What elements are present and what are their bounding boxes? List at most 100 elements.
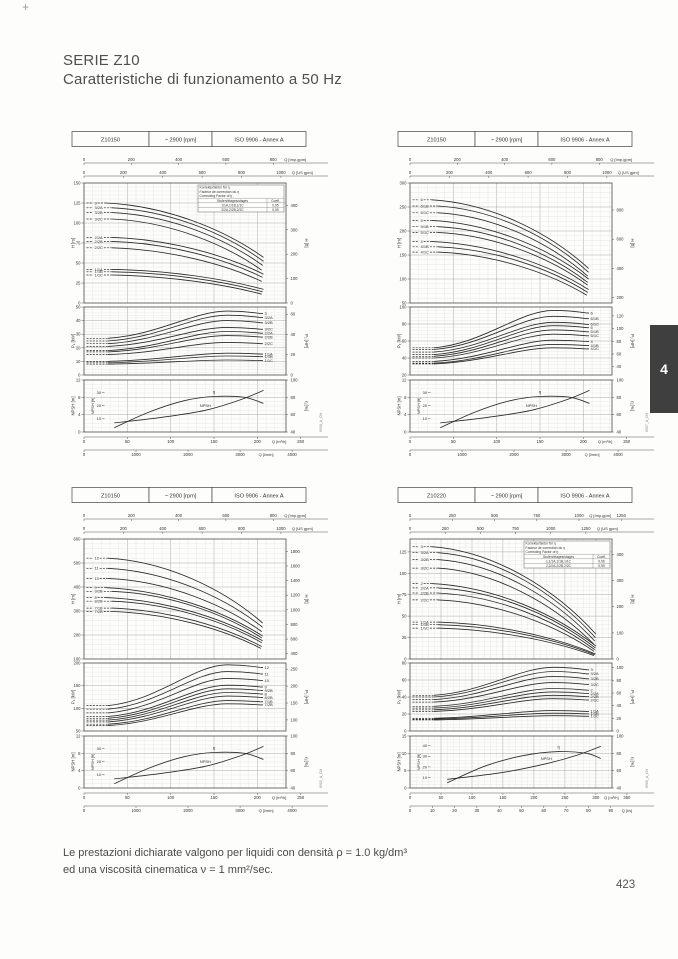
svg-text:Q [l/min]: Q [l/min] xyxy=(585,452,600,457)
svg-text:30: 30 xyxy=(97,390,102,395)
svg-text:60: 60 xyxy=(617,412,622,417)
svg-text:1000: 1000 xyxy=(546,526,556,531)
svg-text:0: 0 xyxy=(409,157,412,162)
svg-text:1/1B: 1/1B xyxy=(591,711,600,716)
svg-text:η [%]: η [%] xyxy=(630,757,635,767)
registration-mark: + xyxy=(22,0,30,14)
svg-text:Coeff.: Coeff. xyxy=(597,555,606,559)
svg-text:Z10150: Z10150 xyxy=(101,137,120,143)
svg-text:Stufen/étages/stages: Stufen/étages/stages xyxy=(543,555,574,559)
svg-text:4: 4 xyxy=(421,239,424,244)
svg-text:600: 600 xyxy=(222,513,230,518)
svg-text:Z10220: Z10220 xyxy=(427,493,446,499)
svg-text:1/1A: 1/1A xyxy=(591,709,600,714)
svg-text:1250: 1250 xyxy=(617,513,627,518)
svg-text:40: 40 xyxy=(76,318,81,323)
svg-text:800: 800 xyxy=(238,170,246,175)
chart-panel-bottom-left: Z10150 ~ 2900 [rpm] ISO 9906 - Annex A 0 200… xyxy=(70,487,350,827)
svg-text:2: 2 xyxy=(421,581,424,586)
svg-text:9: 9 xyxy=(95,585,98,590)
svg-text:0: 0 xyxy=(78,786,81,791)
svg-text:P₂ [kW]: P₂ [kW] xyxy=(397,334,402,348)
svg-text:Q [m³/h]: Q [m³/h] xyxy=(272,439,286,444)
svg-text:600: 600 xyxy=(525,170,533,175)
svg-text:200: 200 xyxy=(580,439,588,444)
drawing-code: 6908_A_CH xyxy=(319,412,323,432)
svg-text:0: 0 xyxy=(83,439,86,444)
svg-text:200: 200 xyxy=(128,513,136,518)
svg-text:600: 600 xyxy=(199,526,207,531)
panel-header: Z10150 ~ 2900 [rpm] ISO 9906 - Annex A xyxy=(71,131,307,147)
svg-text:4: 4 xyxy=(404,412,407,417)
svg-text:3: 3 xyxy=(591,667,594,672)
svg-text:120: 120 xyxy=(617,313,625,318)
svg-text:0: 0 xyxy=(83,157,86,162)
svg-text:1/1A,1/1B,1/1C: 1/1A,1/1B,1/1C xyxy=(221,203,244,207)
panel-header: Z10220 ~ 2900 [rpm] ISO 9906 - Annex A xyxy=(397,487,633,503)
svg-text:1/1A: 1/1A xyxy=(421,620,430,625)
svg-text:200: 200 xyxy=(120,526,128,531)
svg-text:250: 250 xyxy=(400,205,408,210)
svg-text:400: 400 xyxy=(291,203,299,208)
svg-text:100: 100 xyxy=(167,795,175,800)
svg-text:2/2C: 2/2C xyxy=(591,697,600,702)
svg-text:2/2A,2/2B,2/2C: 2/2A,2/2B,2/2C xyxy=(221,208,244,212)
power-chart: 0 20 40 60 80 P₂ [kW] 0 20 40 60 80 100 P₂ [HP] 33/2A… xyxy=(397,661,636,734)
svg-text:60: 60 xyxy=(291,412,296,417)
svg-text:1,1/1A,1/1B,1/1C: 1,1/1A,1/1B,1/1C xyxy=(546,559,572,563)
svg-text:400: 400 xyxy=(501,157,509,162)
svg-text:10: 10 xyxy=(430,808,435,813)
drawing-code: 6906_A_CH xyxy=(645,768,649,788)
svg-text:Correcting Factor of η: Correcting Factor of η xyxy=(200,194,233,198)
svg-text:60: 60 xyxy=(402,678,407,683)
flow-axis-top: 0 200 400 600 800 Q [Imp.gpm] 0 200 400 600 800 100… xyxy=(83,157,328,178)
svg-text:3: 3 xyxy=(95,200,98,205)
svg-text:800: 800 xyxy=(270,513,278,518)
svg-text:7/1B: 7/1B xyxy=(265,699,274,704)
svg-text:20: 20 xyxy=(76,345,81,350)
svg-text:NPSH: NPSH xyxy=(541,756,552,761)
svg-text:0,99: 0,99 xyxy=(272,208,279,212)
svg-text:80: 80 xyxy=(617,751,622,756)
svg-text:200: 200 xyxy=(454,157,462,162)
svg-text:Q [Imp.gpm]: Q [Imp.gpm] xyxy=(284,513,306,518)
svg-text:1000: 1000 xyxy=(276,526,286,531)
svg-text:100: 100 xyxy=(291,734,299,739)
svg-text:11: 11 xyxy=(95,566,100,571)
svg-text:200: 200 xyxy=(446,170,454,175)
svg-text:50: 50 xyxy=(439,795,444,800)
svg-text:600: 600 xyxy=(548,157,556,162)
svg-text:800: 800 xyxy=(617,208,625,213)
svg-text:1/1A: 1/1A xyxy=(95,267,104,272)
svg-text:P₂ [HP]: P₂ [HP] xyxy=(304,690,309,704)
svg-text:80: 80 xyxy=(291,395,296,400)
svg-text:1400: 1400 xyxy=(291,578,301,583)
svg-text:80: 80 xyxy=(291,751,296,756)
svg-text:1000: 1000 xyxy=(574,513,584,518)
svg-text:4: 4 xyxy=(78,768,81,773)
svg-text:300: 300 xyxy=(74,609,82,614)
svg-text:8/2B: 8/2B xyxy=(95,599,104,604)
chart-panel-top-left: Z10150 ~ 2900 [rpm] ISO 9906 - Annex A 0 20 0… xyxy=(70,131,350,471)
svg-text:100: 100 xyxy=(493,439,501,444)
svg-text:NPSH [ft]: NPSH [ft] xyxy=(90,754,95,770)
svg-text:10: 10 xyxy=(265,678,270,683)
svg-text:2/2B: 2/2B xyxy=(95,239,104,244)
svg-text:250: 250 xyxy=(442,526,450,531)
svg-text:250: 250 xyxy=(291,667,299,672)
svg-text:50: 50 xyxy=(76,729,81,734)
svg-text:40: 40 xyxy=(291,786,296,791)
svg-text:3/2C: 3/2C xyxy=(95,216,104,221)
svg-text:40: 40 xyxy=(423,743,428,748)
svg-text:60: 60 xyxy=(291,312,296,317)
svg-text:250: 250 xyxy=(449,513,457,518)
svg-text:125: 125 xyxy=(400,549,408,554)
svg-text:400: 400 xyxy=(617,552,625,557)
svg-text:200: 200 xyxy=(291,684,299,689)
svg-text:Q [l/s]: Q [l/s] xyxy=(622,808,632,813)
flow-axis-top: 0 200 400 600 800 Q [Imp.gpm] 0 200 400 600 800 100… xyxy=(83,513,328,534)
svg-text:NPSH [m]: NPSH [m] xyxy=(397,396,402,415)
svg-text:P₂ [kW]: P₂ [kW] xyxy=(397,690,402,704)
